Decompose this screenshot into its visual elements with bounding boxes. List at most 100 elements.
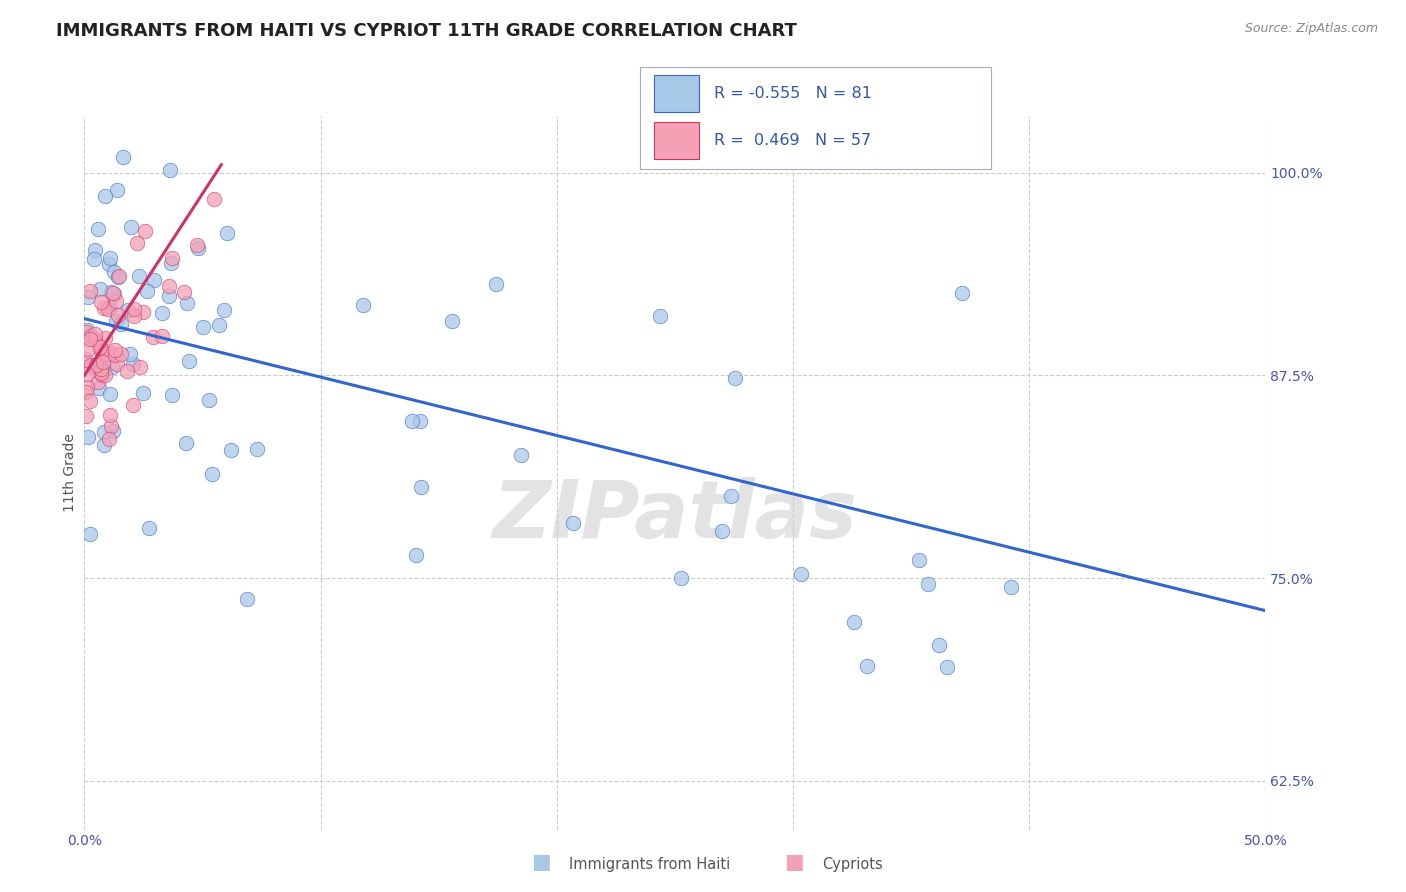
Point xyxy=(353,298,375,312)
Point xyxy=(93,368,115,383)
Point xyxy=(75,409,97,424)
Point xyxy=(720,489,742,503)
Point xyxy=(128,269,150,284)
Point xyxy=(76,290,98,304)
Point xyxy=(150,329,173,343)
Point xyxy=(105,357,128,371)
Point xyxy=(112,150,135,164)
Point xyxy=(94,188,117,202)
Point xyxy=(98,300,121,314)
Point xyxy=(75,384,97,399)
Text: Immigrants from Haiti: Immigrants from Haiti xyxy=(569,857,731,872)
Point xyxy=(928,638,950,652)
Point xyxy=(132,386,155,401)
Point xyxy=(83,363,105,377)
Point xyxy=(93,425,115,439)
Point xyxy=(86,222,108,236)
Point xyxy=(157,289,180,303)
Point xyxy=(103,285,125,300)
Point xyxy=(91,363,114,377)
Point xyxy=(212,303,235,318)
Point xyxy=(90,361,112,376)
Point xyxy=(121,398,143,412)
Point xyxy=(94,330,117,344)
Point xyxy=(150,306,173,320)
Point xyxy=(103,287,125,301)
Point xyxy=(125,236,148,251)
Point xyxy=(122,302,145,317)
Point xyxy=(561,516,583,530)
Point xyxy=(93,438,115,452)
Point xyxy=(177,353,200,368)
Point xyxy=(90,366,112,380)
Text: ■: ■ xyxy=(531,853,551,872)
Point xyxy=(201,467,224,481)
Point xyxy=(115,364,138,378)
Point xyxy=(121,357,143,371)
Point xyxy=(191,319,214,334)
Point xyxy=(159,162,181,177)
Point xyxy=(160,388,183,402)
Point xyxy=(1000,580,1022,594)
Point xyxy=(936,659,959,673)
Point xyxy=(100,285,122,299)
Point xyxy=(76,380,98,394)
Point xyxy=(105,183,128,197)
Bar xyxy=(654,75,700,112)
Point xyxy=(107,308,129,322)
Point xyxy=(77,342,100,356)
Point xyxy=(100,419,122,434)
Point xyxy=(79,394,101,409)
Point xyxy=(104,343,127,357)
Point xyxy=(856,659,879,673)
Point xyxy=(128,359,150,374)
Point xyxy=(110,318,132,332)
Point xyxy=(160,252,183,266)
Point xyxy=(160,256,183,270)
Text: ZIPatlas: ZIPatlas xyxy=(492,476,858,555)
Point xyxy=(409,414,432,428)
Point xyxy=(173,285,195,299)
Text: Source: ZipAtlas.com: Source: ZipAtlas.com xyxy=(1244,22,1378,36)
Point xyxy=(724,371,747,385)
Point xyxy=(208,318,231,333)
Point xyxy=(110,347,132,361)
Text: R =  0.469   N = 57: R = 0.469 N = 57 xyxy=(714,133,870,148)
Point xyxy=(157,278,180,293)
Point xyxy=(135,284,157,298)
Point xyxy=(83,252,105,266)
Point xyxy=(93,346,115,360)
Point xyxy=(124,309,146,323)
Point xyxy=(98,387,121,401)
Point xyxy=(96,346,118,360)
Point xyxy=(104,314,127,328)
Point xyxy=(176,435,198,450)
Point xyxy=(87,361,110,376)
Point xyxy=(908,553,931,567)
Point xyxy=(90,343,112,358)
Point xyxy=(711,524,734,538)
Point xyxy=(142,272,165,286)
Point xyxy=(202,192,225,206)
Point xyxy=(648,309,671,323)
Text: R = -0.555   N = 81: R = -0.555 N = 81 xyxy=(714,86,872,101)
Point xyxy=(246,442,269,456)
Point xyxy=(89,340,111,354)
Point xyxy=(93,301,115,316)
Point xyxy=(86,376,108,390)
Point xyxy=(90,368,112,383)
Text: ■: ■ xyxy=(785,853,804,872)
Point xyxy=(83,332,105,346)
Point xyxy=(186,237,208,252)
Point xyxy=(790,566,813,581)
Point xyxy=(138,521,160,535)
Point xyxy=(176,296,198,310)
Y-axis label: 11th Grade: 11th Grade xyxy=(63,434,77,512)
Point xyxy=(79,526,101,541)
Point xyxy=(950,286,973,301)
Point xyxy=(104,348,127,362)
Point xyxy=(409,480,432,494)
Point xyxy=(485,277,508,291)
Point xyxy=(844,615,866,629)
Point xyxy=(84,358,107,372)
